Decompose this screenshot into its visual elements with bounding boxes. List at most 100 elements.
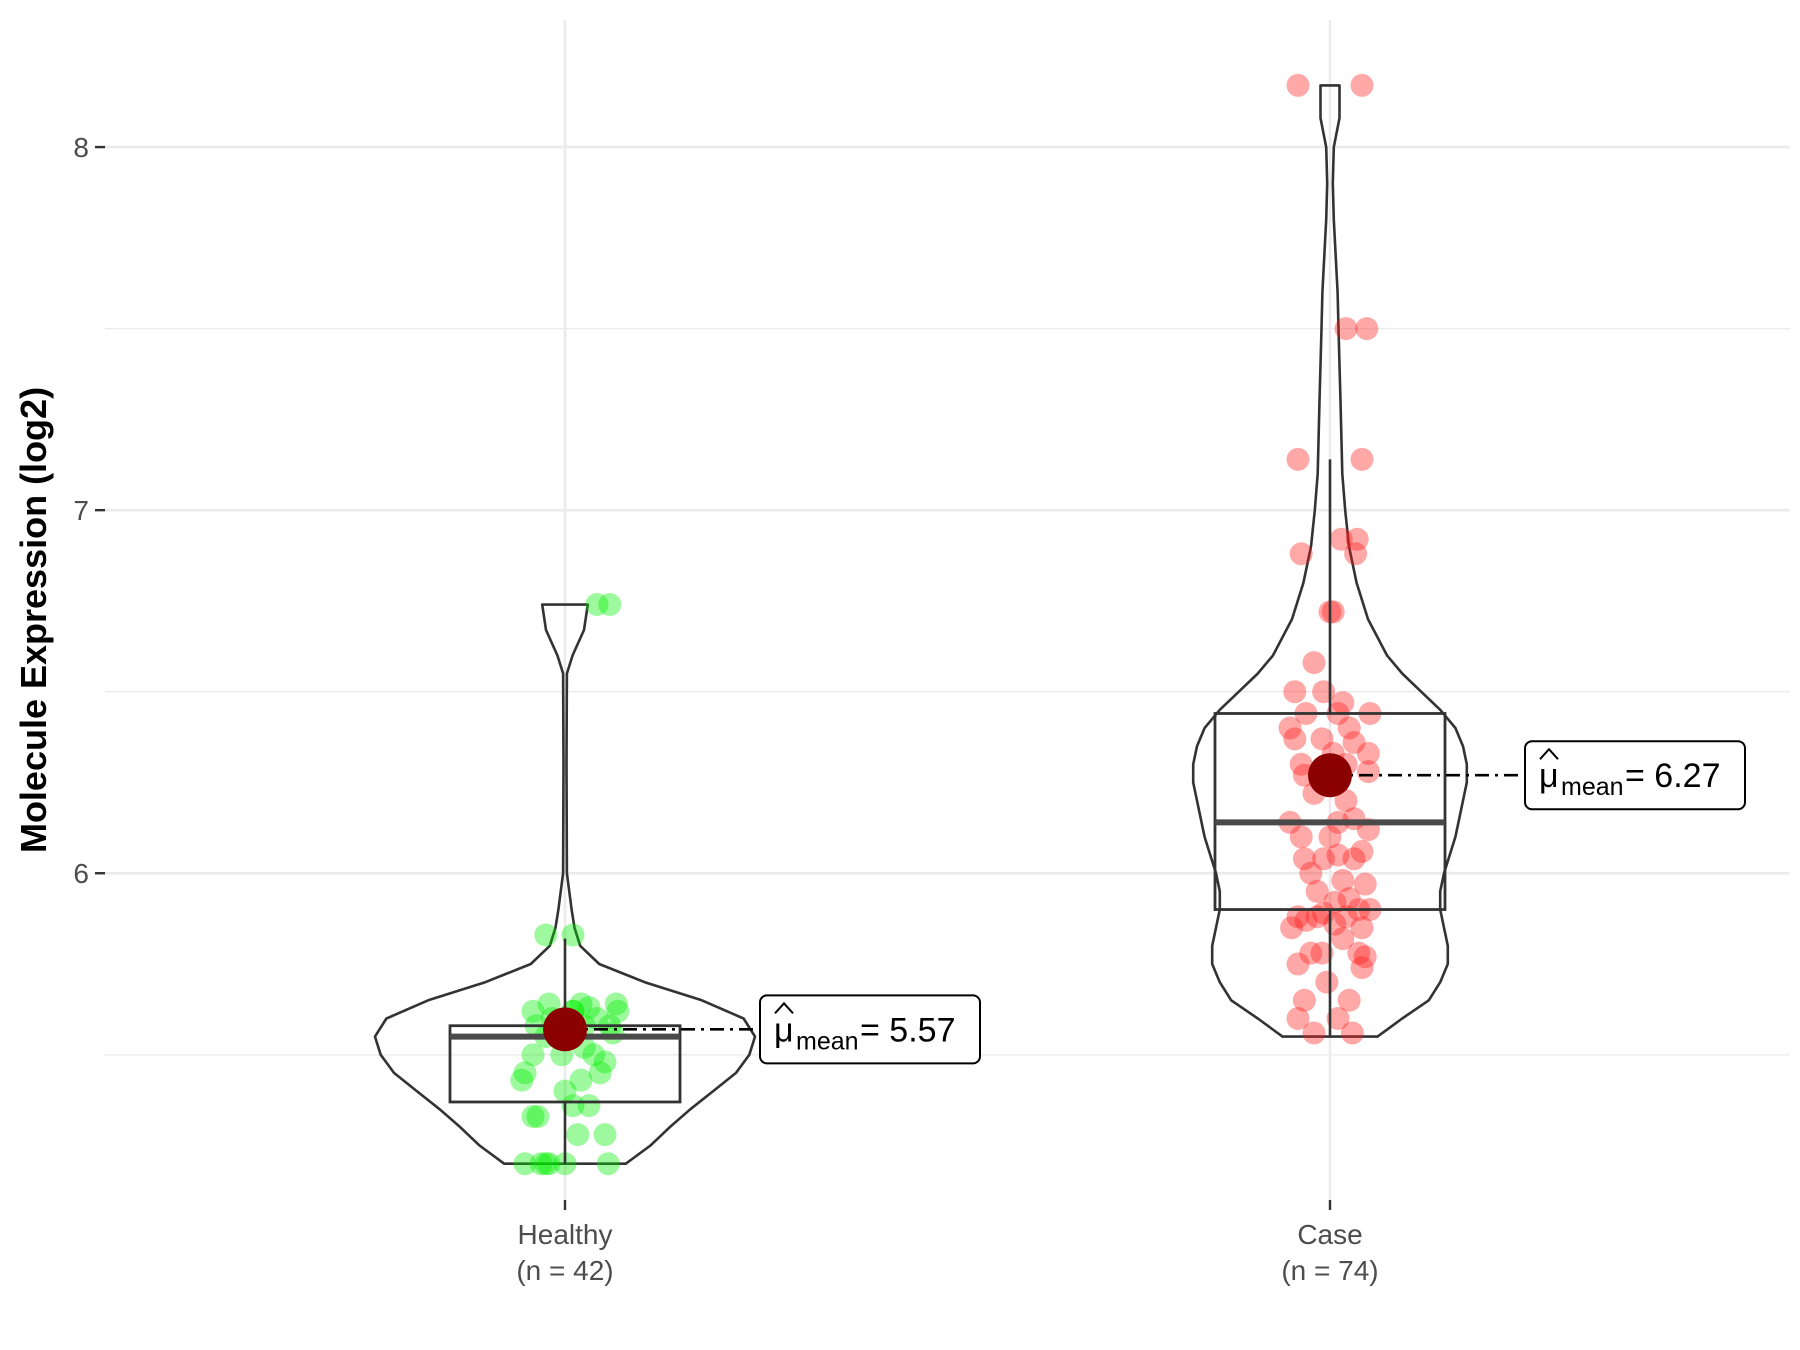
healthy-point [534,923,558,947]
healthy-point [529,1152,553,1176]
case-mean-value: = 6.27 [1625,757,1720,795]
case-violin [1191,84,1469,1038]
case-point [1286,905,1310,929]
case-point [1355,317,1379,341]
case-point [1280,916,1304,940]
case-mean-annotation-box [1524,740,1746,811]
healthy-point [537,992,561,1016]
x-axis: Healthy (n = 42) Case (n = 74) [516,1200,1379,1286]
case-point [1310,727,1334,751]
case-point [1299,861,1323,885]
case-point [1305,879,1329,903]
case-point [1331,691,1355,715]
case-point [1334,317,1358,341]
healthy-category-label: Healthy [518,1219,613,1250]
healthy-point [513,1061,537,1085]
case-point [1302,1021,1326,1045]
case-point [1315,970,1339,994]
case-point [1289,825,1313,849]
case-point [1292,847,1316,871]
case-point [1356,741,1380,765]
case-point [1305,905,1329,929]
healthy-point [561,1094,585,1118]
healthy-sample-size-label: (n = 42) [516,1255,613,1286]
case-point [1350,447,1374,471]
y-axis: 6 7 8 [73,132,105,889]
case-point [1292,988,1316,1012]
case-point [1283,727,1307,751]
healthy-point [577,1094,601,1118]
case-point [1342,847,1366,871]
case-category-label: Case [1297,1219,1362,1250]
healthy-point [598,593,622,617]
healthy-point [526,1104,550,1128]
healthy-point [593,1050,617,1074]
case-point [1286,1006,1310,1030]
mean-subscript: mean [1561,773,1624,801]
grid-lines [105,20,1790,1200]
mu-symbol: μ [774,1011,794,1049]
case-point [1340,1021,1364,1045]
case-point [1337,716,1361,740]
violins [373,84,1469,1165]
case-point [1345,527,1369,551]
healthy-point [513,1152,537,1176]
case-point [1294,908,1318,932]
case-point [1286,73,1310,97]
case-point [1350,916,1374,940]
y-tick-label: 8 [73,132,89,163]
healthy-point [585,1006,609,1030]
case-point [1353,945,1377,969]
case-point [1342,807,1366,831]
mean-subscript: mean [796,1027,859,1055]
case-point [1337,887,1361,911]
case-point [1350,956,1374,980]
healthy-point [534,1152,558,1176]
healthy-violin [373,603,757,1165]
healthy-point [566,1123,590,1147]
case-point [1331,868,1355,892]
healthy-point [588,1061,612,1085]
healthy-point [510,1068,534,1092]
y-axis-title: Molecule Expression (log2) [13,387,54,853]
healthy-point [585,593,609,617]
case-point [1347,941,1371,965]
case-point [1350,839,1374,863]
hat-accent [774,1001,794,1015]
case-box [1213,712,1447,911]
mean-markers: μ mean = 5.57μ mean = 6.27 [543,740,1746,1065]
case-point [1331,927,1355,951]
y-tick-label: 6 [73,858,89,889]
y-tick-label: 7 [73,495,89,526]
case-point [1299,941,1323,965]
case-point [1310,941,1334,965]
healthy-point [569,1068,593,1092]
case-point [1323,890,1347,914]
healthy-point [582,1043,606,1067]
healthy-point [577,996,601,1020]
healthy-mean-marker [543,1007,587,1052]
data-points [510,73,1382,1176]
case-point [1289,752,1313,776]
mu-symbol: μ [1539,757,1559,795]
case-point [1278,716,1302,740]
hat-accent [1539,747,1559,760]
healthy-mean-value: = 5.57 [860,1011,955,1049]
healthy-point [569,992,593,1016]
healthy-point [606,999,630,1023]
case-point [1326,1006,1350,1030]
case-point [1312,680,1336,704]
case-point [1312,847,1336,871]
case-point [1289,542,1313,566]
case-point [1329,527,1353,551]
healthy-point [593,1123,617,1147]
healthy-point [521,1043,545,1067]
case-point [1326,843,1350,867]
healthy-point [596,1152,620,1176]
case-mean-marker [1308,753,1352,798]
case-point [1353,872,1377,896]
case-point [1334,905,1358,929]
case-point [1286,952,1310,976]
case-point [1302,651,1326,675]
healthy-point [521,1104,545,1128]
